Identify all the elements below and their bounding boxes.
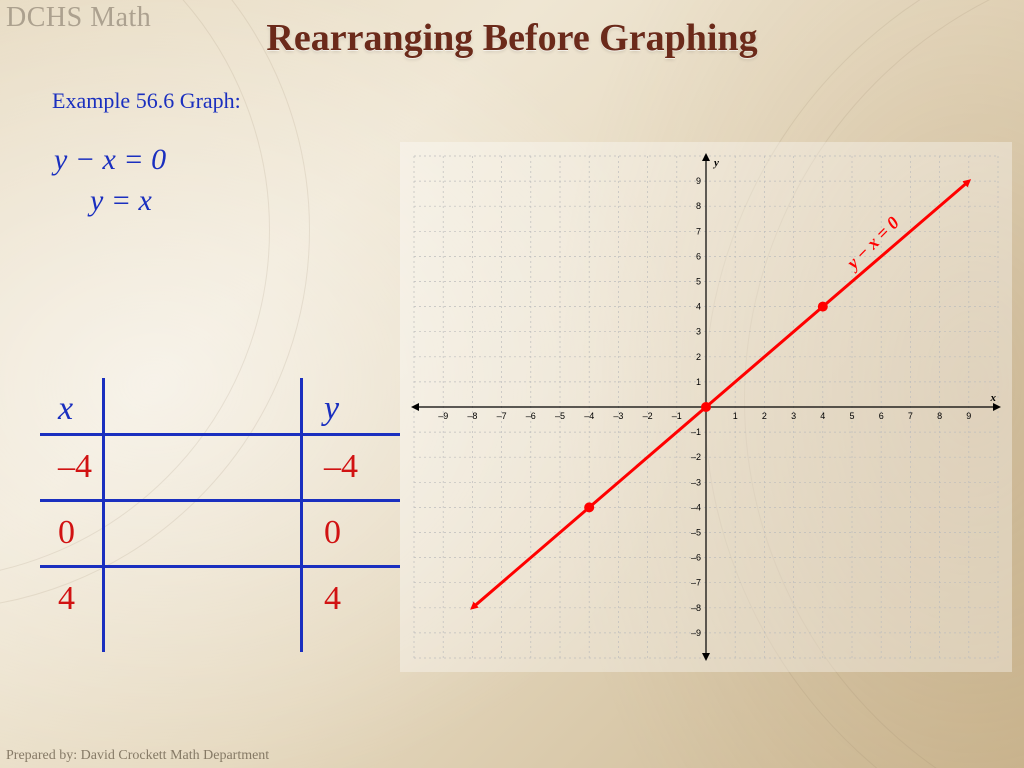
svg-text:4: 4	[696, 302, 701, 312]
svg-text:–7: –7	[691, 578, 701, 588]
svg-text:–1: –1	[672, 411, 682, 421]
table-row: 0 0	[40, 502, 400, 568]
svg-text:5: 5	[849, 411, 854, 421]
svg-text:–4: –4	[691, 502, 701, 512]
svg-text:–9: –9	[691, 628, 701, 638]
table-vrule	[300, 378, 303, 652]
svg-text:–9: –9	[438, 411, 448, 421]
table-cell-x: –4	[58, 448, 92, 486]
svg-text:–2: –2	[691, 452, 701, 462]
svg-text:–6: –6	[691, 553, 701, 563]
svg-text:–7: –7	[497, 411, 507, 421]
svg-text:8: 8	[696, 201, 701, 211]
svg-text:y: y	[712, 157, 719, 169]
svg-text:9: 9	[966, 411, 971, 421]
svg-text:x: x	[990, 392, 997, 404]
svg-text:8: 8	[937, 411, 942, 421]
svg-text:–5: –5	[691, 528, 701, 538]
svg-text:–2: –2	[643, 411, 653, 421]
example-label: Example 56.6 Graph:	[52, 88, 241, 114]
table-row: 4 4	[40, 568, 400, 634]
table-header-x: x	[58, 390, 73, 428]
table-header-row: x y	[40, 378, 400, 436]
coordinate-graph: –9 –8 –7 –6 –5 –4 –3 –2 –1 1 2 3 4 5 6 7 8 9 –9 –8 –7 –6 –5 –4 –…	[400, 142, 1012, 672]
svg-text:3: 3	[696, 327, 701, 337]
table-cell-x: 0	[58, 514, 75, 552]
svg-text:–8: –8	[691, 603, 701, 613]
table-cell-y: 0	[324, 514, 341, 552]
svg-text:–3: –3	[613, 411, 623, 421]
svg-text:–8: –8	[467, 411, 477, 421]
svg-text:3: 3	[791, 411, 796, 421]
svg-text:2: 2	[762, 411, 767, 421]
equation-1: y − x = 0	[54, 140, 166, 181]
table-vrule	[102, 378, 105, 652]
svg-text:–1: –1	[691, 427, 701, 437]
svg-text:7: 7	[696, 226, 701, 236]
svg-text:1: 1	[733, 411, 738, 421]
svg-text:–5: –5	[555, 411, 565, 421]
footer-text: Prepared by: David Crockett Math Departm…	[6, 748, 269, 764]
svg-text:7: 7	[908, 411, 913, 421]
svg-text:5: 5	[696, 277, 701, 287]
svg-text:6: 6	[879, 411, 884, 421]
xy-table: x y –4 –4 0 0 4 4	[40, 378, 400, 634]
table-header-y: y	[324, 390, 339, 428]
equation-block: y − x = 0 y = x	[54, 140, 166, 221]
table-cell-y: –4	[324, 448, 358, 486]
svg-text:1: 1	[696, 377, 701, 387]
table-row: –4 –4	[40, 436, 400, 502]
svg-text:9: 9	[696, 176, 701, 186]
table-cell-y: 4	[324, 580, 341, 618]
svg-text:–4: –4	[584, 411, 594, 421]
svg-text:–3: –3	[691, 477, 701, 487]
table-cell-x: 4	[58, 580, 75, 618]
graph-svg: –9 –8 –7 –6 –5 –4 –3 –2 –1 1 2 3 4 5 6 7 8 9 –9 –8 –7 –6 –5 –4 –…	[400, 142, 1012, 672]
svg-text:6: 6	[696, 251, 701, 261]
svg-text:–6: –6	[526, 411, 536, 421]
page-title: Rearranging Before Graphing	[0, 16, 1024, 60]
svg-text:2: 2	[696, 352, 701, 362]
svg-text:4: 4	[820, 411, 825, 421]
equation-2: y = x	[54, 181, 166, 222]
